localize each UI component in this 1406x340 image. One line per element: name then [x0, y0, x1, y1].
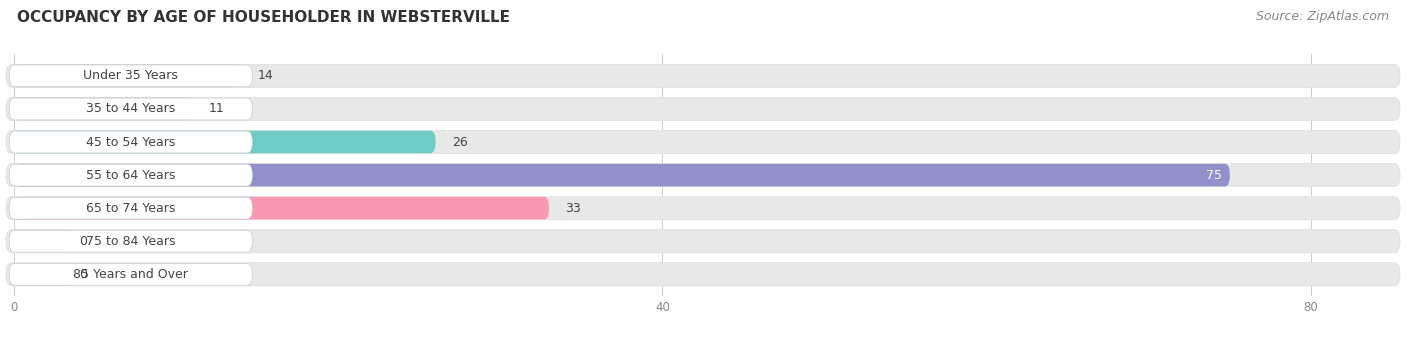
Text: 11: 11: [208, 102, 225, 116]
FancyBboxPatch shape: [10, 98, 252, 120]
FancyBboxPatch shape: [6, 197, 1400, 220]
Text: 65 to 74 Years: 65 to 74 Years: [86, 202, 176, 215]
FancyBboxPatch shape: [6, 164, 1400, 187]
FancyBboxPatch shape: [14, 164, 1230, 186]
Text: 75: 75: [1206, 169, 1222, 182]
FancyBboxPatch shape: [10, 65, 252, 87]
FancyBboxPatch shape: [10, 131, 252, 153]
FancyBboxPatch shape: [14, 65, 240, 87]
FancyBboxPatch shape: [14, 263, 70, 286]
Text: 55 to 64 Years: 55 to 64 Years: [86, 169, 176, 182]
Text: 33: 33: [565, 202, 581, 215]
Text: 35 to 44 Years: 35 to 44 Years: [86, 102, 176, 116]
FancyBboxPatch shape: [10, 164, 252, 186]
FancyBboxPatch shape: [10, 230, 252, 252]
Text: 75 to 84 Years: 75 to 84 Years: [86, 235, 176, 248]
FancyBboxPatch shape: [6, 131, 1400, 154]
Text: 14: 14: [257, 69, 273, 82]
Text: 0: 0: [79, 268, 87, 281]
FancyBboxPatch shape: [6, 64, 1400, 87]
Text: OCCUPANCY BY AGE OF HOUSEHOLDER IN WEBSTERVILLE: OCCUPANCY BY AGE OF HOUSEHOLDER IN WEBST…: [17, 10, 510, 25]
FancyBboxPatch shape: [6, 263, 1400, 286]
FancyBboxPatch shape: [14, 98, 193, 120]
FancyBboxPatch shape: [10, 264, 252, 285]
Text: Source: ZipAtlas.com: Source: ZipAtlas.com: [1256, 10, 1389, 23]
FancyBboxPatch shape: [14, 230, 70, 253]
Text: 45 to 54 Years: 45 to 54 Years: [86, 136, 176, 149]
Text: 0: 0: [79, 235, 87, 248]
Text: 26: 26: [451, 136, 467, 149]
FancyBboxPatch shape: [6, 230, 1400, 253]
FancyBboxPatch shape: [14, 131, 436, 153]
FancyBboxPatch shape: [6, 97, 1400, 121]
Text: 85 Years and Over: 85 Years and Over: [73, 268, 188, 281]
FancyBboxPatch shape: [10, 197, 252, 219]
FancyBboxPatch shape: [14, 197, 548, 219]
Text: Under 35 Years: Under 35 Years: [83, 69, 179, 82]
